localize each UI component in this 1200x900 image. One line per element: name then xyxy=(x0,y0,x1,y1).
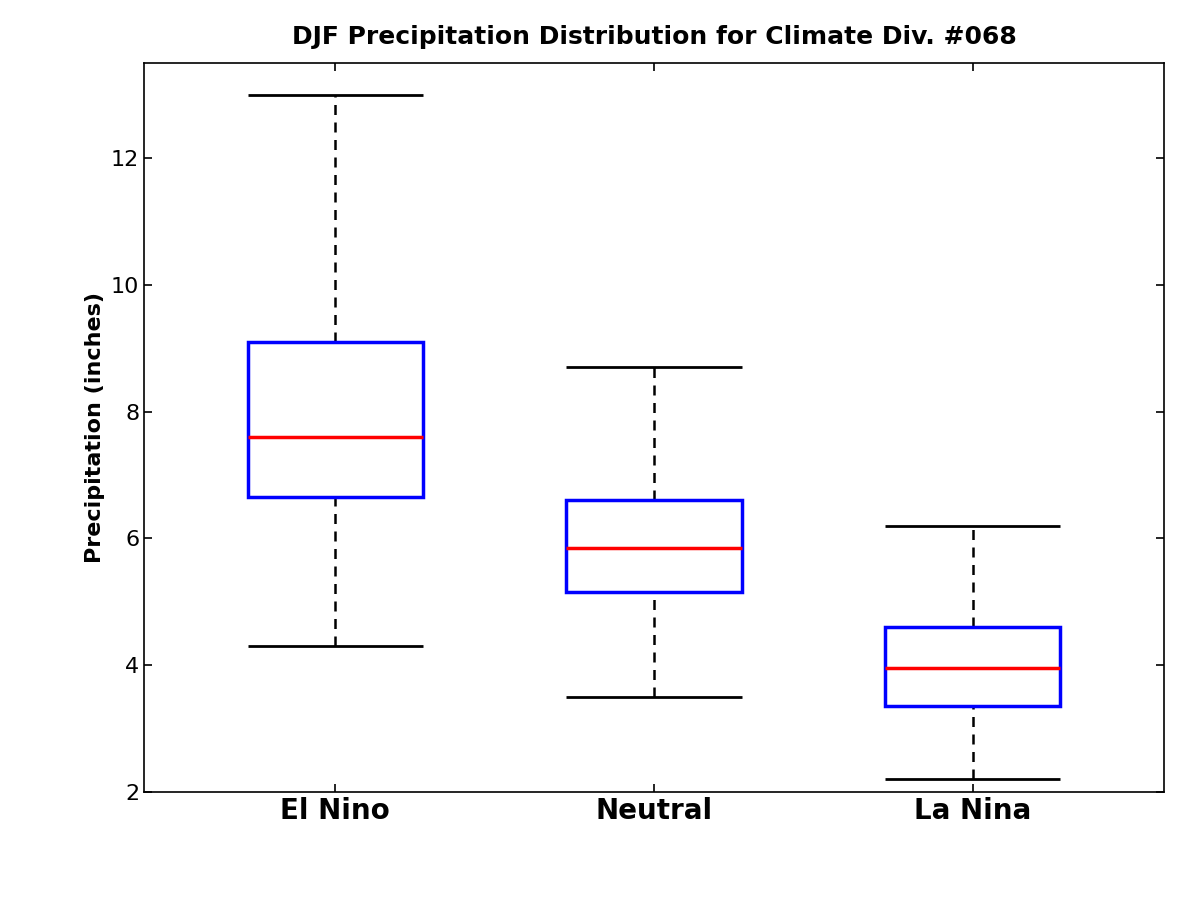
Bar xyxy=(886,627,1061,706)
Title: DJF Precipitation Distribution for Climate Div. #068: DJF Precipitation Distribution for Clima… xyxy=(292,24,1016,49)
Bar xyxy=(566,500,742,592)
Y-axis label: Precipitation (inches): Precipitation (inches) xyxy=(85,292,106,563)
Bar xyxy=(247,342,422,497)
